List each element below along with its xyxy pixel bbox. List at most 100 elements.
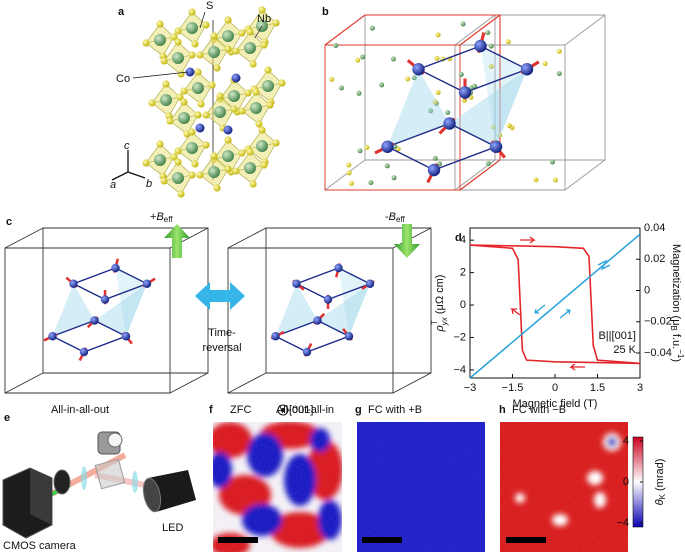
operation-label: Time- (208, 327, 236, 339)
cobalt-atom (323, 295, 333, 304)
y2-label-sub: B (669, 326, 678, 331)
cobalt-atom (365, 279, 375, 288)
sulfur-atom (191, 40, 199, 48)
leader (132, 71, 189, 79)
sulfur-atom (266, 101, 274, 109)
y2-tick-label: −0.04 (644, 347, 672, 359)
sulfur-atom (364, 145, 370, 151)
orientation-symbol (277, 404, 289, 416)
sulfur-atom (238, 149, 246, 157)
niobium-atom (172, 172, 184, 184)
sulfur-atom (148, 99, 156, 107)
scale-bar (362, 537, 402, 543)
sulfur-atom (176, 93, 184, 101)
sulfur-atom (278, 79, 286, 87)
atom-label: Nb (257, 13, 271, 25)
y-label-sup: T (430, 320, 439, 325)
niobium-atom (244, 162, 256, 174)
cobalt-atom (185, 67, 195, 77)
y2-label-unit: f.u. (670, 331, 682, 349)
sulfur-atom (191, 160, 199, 168)
sulfur-atom (180, 98, 188, 106)
sulfur-atom (329, 76, 335, 82)
cobalt-atom (520, 63, 534, 76)
objective-lens (107, 432, 123, 448)
sulfur-atom (490, 124, 496, 130)
colorbar-tick-label: −4 (616, 517, 629, 529)
sulfur-atom (346, 162, 352, 168)
orientation-dot (281, 408, 285, 412)
sulfur-atom (260, 41, 268, 49)
niobium-atom (485, 160, 491, 166)
map-noise (500, 422, 628, 552)
sulfur-atom (166, 117, 174, 125)
panel-label: d (455, 232, 462, 244)
map-title: FC with +B (368, 404, 422, 416)
sulfur-atom (230, 105, 238, 113)
config-label: All-in-all-out (51, 404, 109, 416)
panel-label: f (209, 404, 213, 416)
cobalt-atom (443, 117, 456, 130)
sulfur-atom (174, 27, 182, 35)
tetra-face (94, 283, 147, 337)
x-tick-label: −3 (464, 382, 477, 394)
cobalt-atom (69, 279, 78, 288)
niobium-atom (445, 110, 451, 116)
sulfur-atom (348, 180, 354, 186)
sulfur-atom (194, 68, 202, 76)
scale-bar (506, 537, 546, 543)
sulfur-atom (160, 177, 168, 185)
niobium-atom (368, 180, 374, 186)
niobium-atom (244, 42, 256, 54)
cobalt-atom (474, 39, 487, 53)
sulfur-atom (174, 38, 182, 46)
cobalt-atom (489, 140, 503, 153)
sulfur-atom (202, 21, 210, 29)
niobium-atom (411, 75, 417, 81)
tetra-face (387, 69, 450, 147)
field-sign: - (385, 211, 389, 223)
y2-label-text: Magnetization (μ (670, 244, 682, 326)
data-line (469, 244, 641, 365)
sulfur-atom (506, 123, 512, 129)
cobalt-atom (458, 86, 472, 99)
sulfur-atom (238, 29, 246, 37)
niobium-atom (192, 82, 204, 94)
niobium-atom (460, 21, 466, 27)
cobalt-atom (79, 347, 89, 357)
y2-tick-label: 0.02 (644, 253, 665, 265)
cobalt-atom (271, 332, 280, 341)
cb-label-symbol: θ (654, 499, 666, 505)
niobium-atom (208, 166, 220, 178)
sulfur-atom (202, 111, 210, 119)
cobalt-atom (427, 163, 441, 177)
sulfur-atom (232, 167, 240, 175)
sulfur-atom (488, 63, 494, 69)
magnetic-structure (324, 14, 606, 191)
panel-label: g (355, 404, 362, 416)
colorbar-tick-label: 0 (623, 476, 629, 488)
sulfur-atom (177, 190, 185, 198)
niobium-atom (488, 43, 494, 49)
colorbar-label: θK (mrad) (654, 459, 667, 506)
sulfur-atom (196, 171, 204, 179)
sulfur-atom (196, 51, 204, 59)
sulfur-atom (210, 152, 218, 160)
y2-tick-label: 0 (644, 284, 650, 296)
sulfur-atom (160, 57, 168, 65)
cobalt-atom (48, 332, 57, 341)
niobium-atom (154, 34, 166, 46)
axis-arrows (111, 150, 146, 181)
chart: −3 −1.5 0 1.5 3 −4 −2 0 2 4 −0.04 −0.02 0 0.02 0.04 B||… (430, 222, 685, 410)
kerr-maps: ZFC [001] FC with +B FC with −B 4 0 −4 θK (mrad… (213, 404, 667, 552)
reversal-arrow (195, 282, 245, 310)
data-line (469, 244, 641, 365)
sulfur-atom (156, 140, 164, 148)
y-label-sub: yx (440, 316, 449, 326)
sulfur-atom (435, 32, 441, 38)
cobalt-atom (121, 332, 131, 341)
polarizer (81, 466, 87, 490)
cobalt-atom (111, 263, 120, 273)
niobium-atom (357, 148, 363, 154)
